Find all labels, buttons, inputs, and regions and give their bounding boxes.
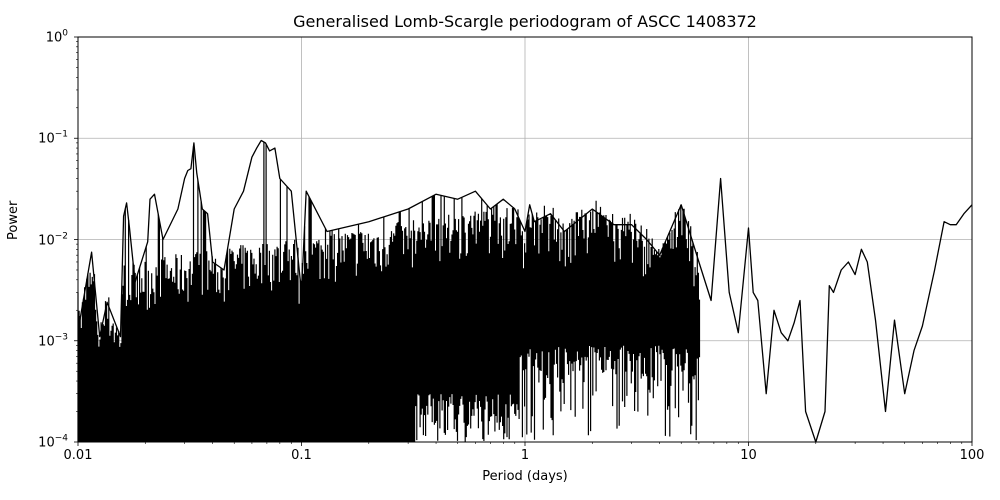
periodogram-line <box>79 139 973 443</box>
y-tick-label: 100 <box>45 28 68 46</box>
x-tick-label: 0.1 <box>291 448 312 463</box>
periodogram-noise-fill <box>77 142 701 442</box>
x-tick-label: 10 <box>740 448 757 463</box>
x-tick-label: 0.01 <box>63 448 93 463</box>
y-tick-label: 10−3 <box>38 332 68 350</box>
y-axis-label: Power <box>6 200 21 240</box>
x-tick-label: 100 <box>959 448 985 463</box>
x-axis-label: Period (days) <box>482 469 568 484</box>
y-tick-label: 10−2 <box>38 231 68 248</box>
x-tick-label: 1 <box>520 448 530 463</box>
axes-frame <box>77 36 973 443</box>
y-tick-label: 10−1 <box>38 129 68 147</box>
chart-title: Generalised Lomb-Scargle periodogram of … <box>293 12 757 31</box>
y-tick-label: 10−4 <box>38 433 68 451</box>
